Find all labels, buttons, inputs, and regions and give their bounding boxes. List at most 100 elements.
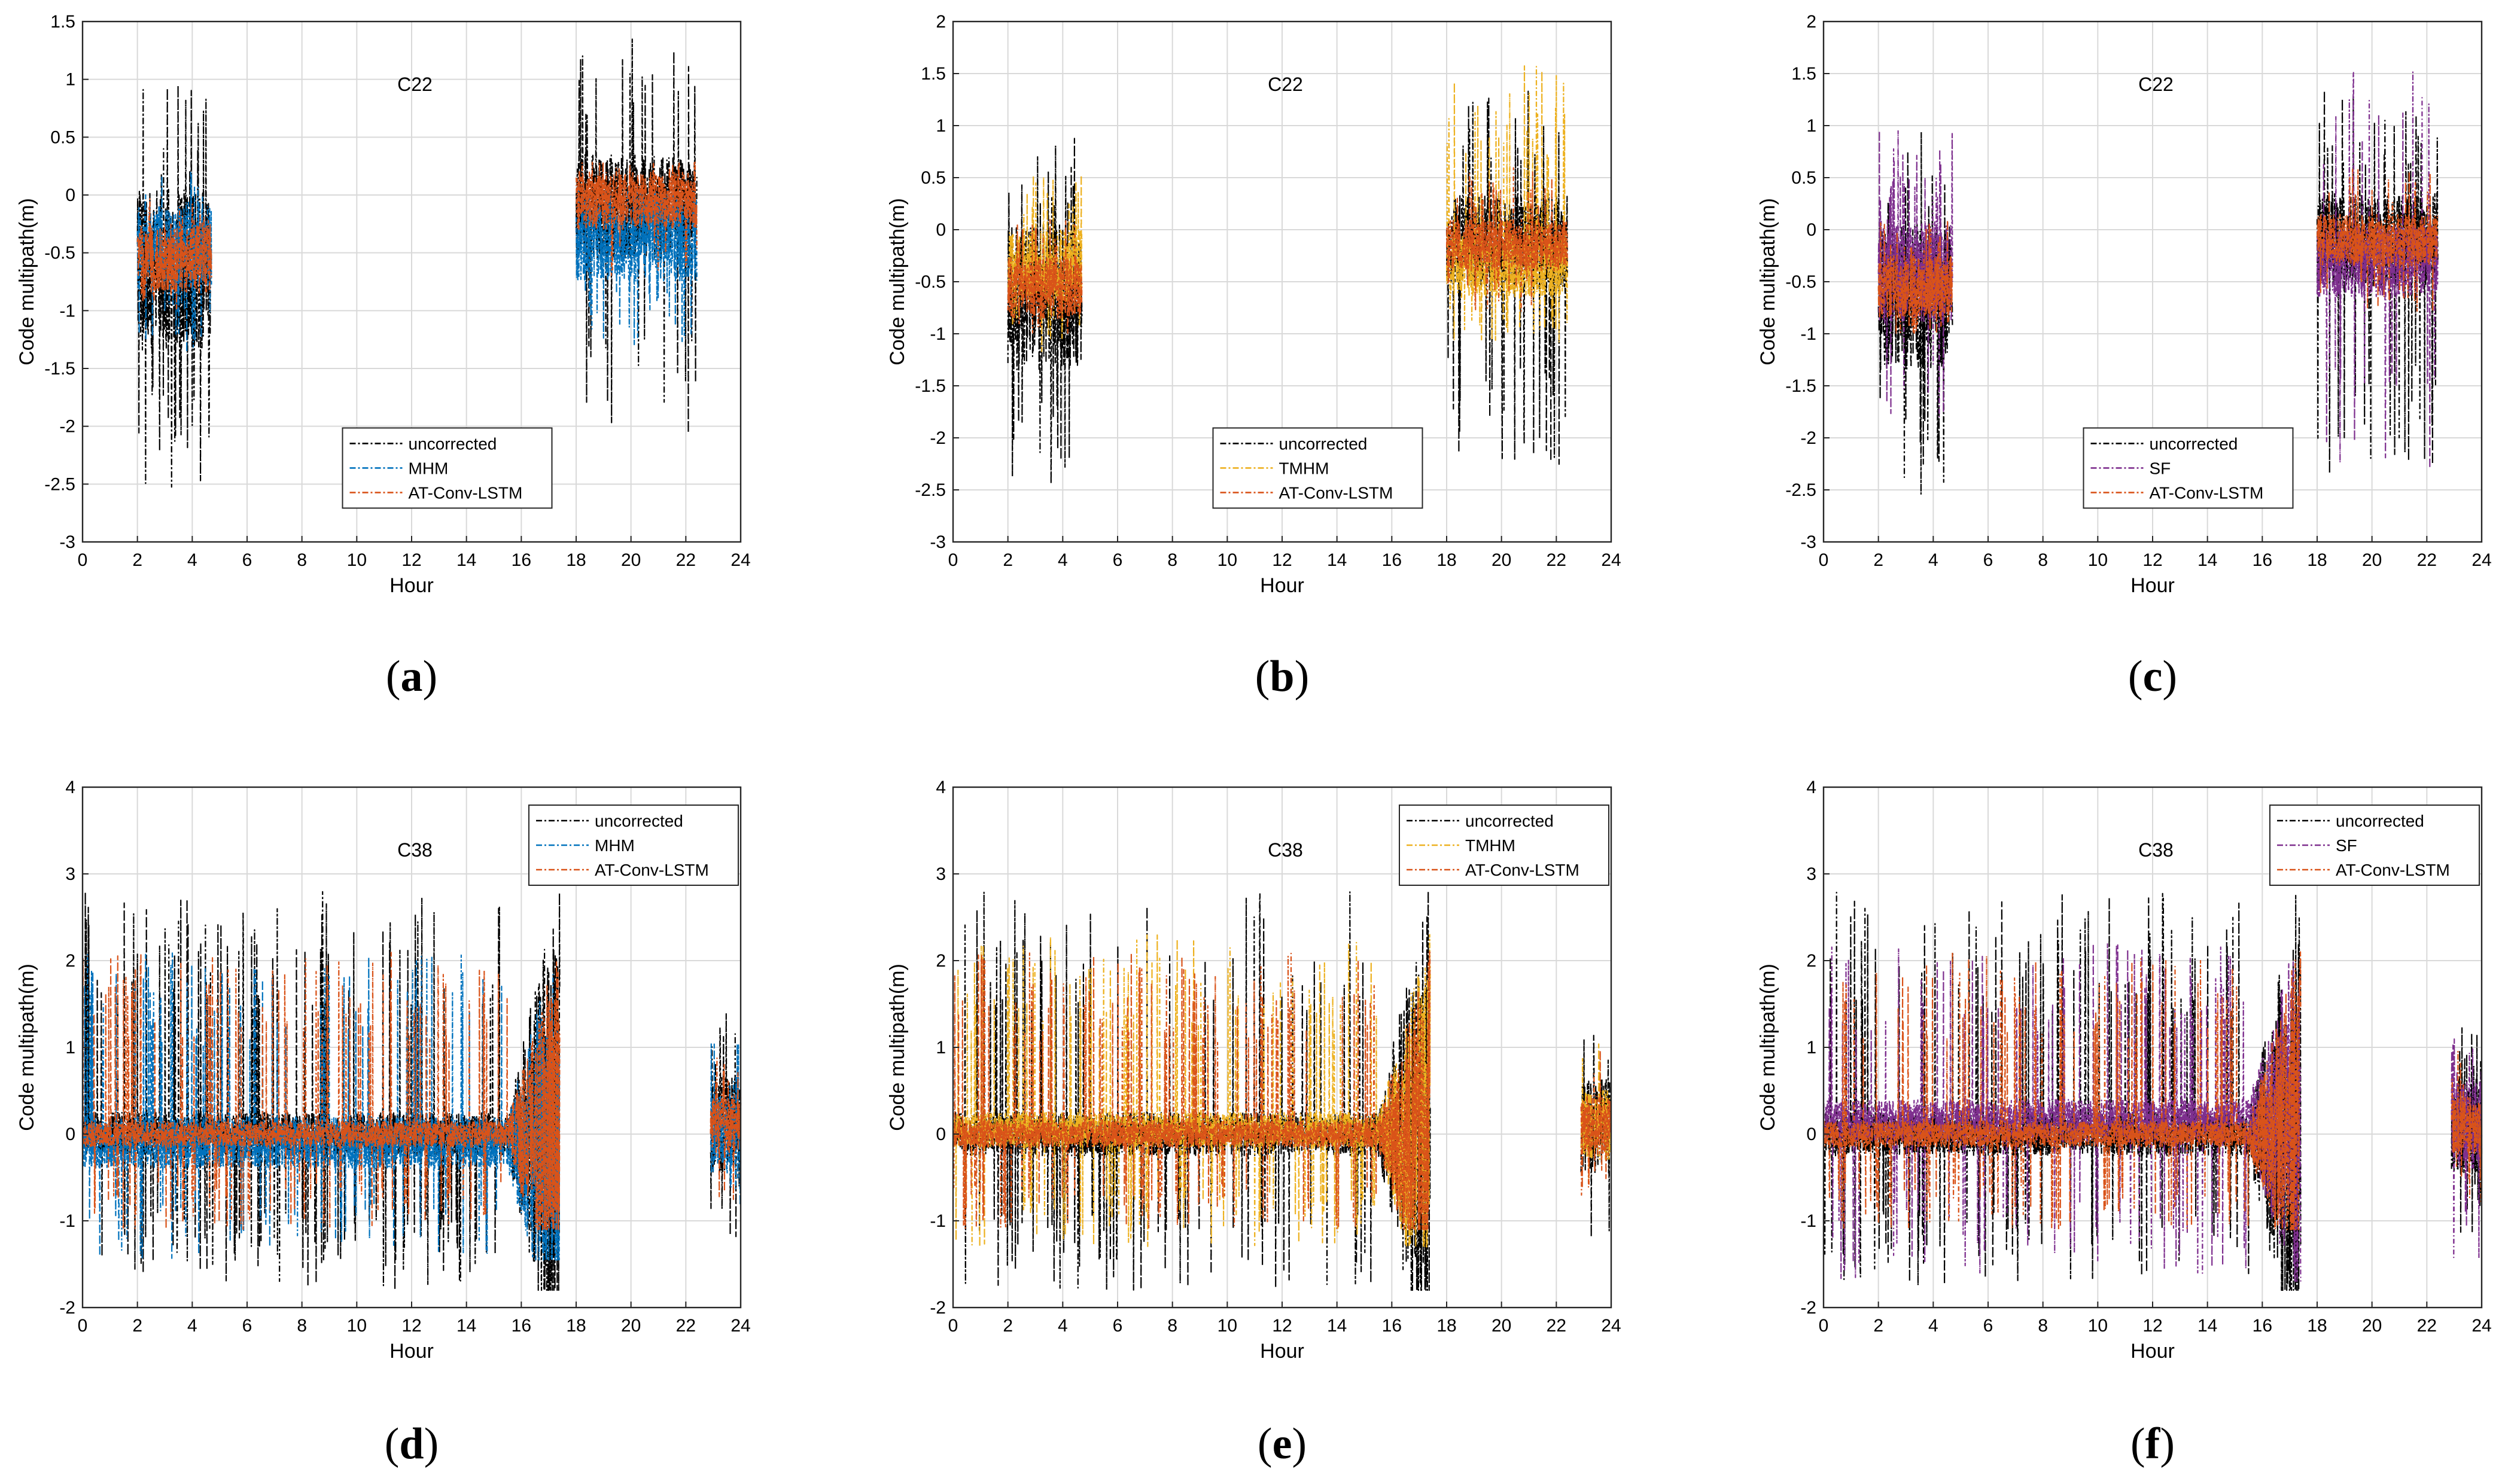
x-tick-label: 2 — [132, 1316, 142, 1336]
y-tick-label: 0 — [936, 220, 946, 240]
y-tick-label: 1 — [936, 116, 946, 136]
caption-letter: b — [1270, 652, 1294, 701]
x-tick-label: 10 — [347, 1316, 367, 1336]
legend-entry: MHM — [595, 836, 635, 855]
x-tick-label: 4 — [1058, 550, 1068, 570]
y-tick-label: -0.5 — [915, 272, 946, 292]
x-tick-label: 24 — [1601, 1316, 1621, 1336]
caption-paren-open: ( — [1255, 652, 1270, 701]
x-tick-label: 18 — [2307, 550, 2327, 570]
caption-paren-open: ( — [2128, 652, 2143, 701]
y-tick-label: 1.5 — [921, 64, 946, 84]
y-tick-label: -2 — [930, 428, 946, 448]
x-tick-label: 20 — [1492, 550, 1511, 570]
caption-paren-close: ) — [1295, 652, 1310, 701]
y-tick-label: 0.5 — [1791, 168, 1816, 188]
y-tick-label: 2 — [936, 12, 946, 32]
panel-caption: (a) — [386, 652, 437, 701]
satellite-label: C38 — [397, 839, 433, 861]
y-tick-label: 3 — [65, 864, 75, 884]
legend: uncorrected TMHM AT-Conv-LSTM — [1399, 805, 1609, 886]
satellite-label: C22 — [1268, 74, 1303, 95]
x-axis-label: Hour — [2130, 1340, 2175, 1363]
legend-entry: SF — [2150, 459, 2171, 477]
legend-entry: TMHM — [1465, 836, 1515, 855]
legend-entry: uncorrected — [1465, 812, 1554, 830]
panel-caption: (e) — [1258, 1419, 1307, 1468]
series-line-at-conv-lstm — [136, 198, 212, 310]
x-tick-label: 22 — [2417, 550, 2437, 570]
x-tick-label: 0 — [78, 1316, 88, 1336]
y-tick-label: 3 — [936, 864, 946, 884]
legend-entry: uncorrected — [2336, 812, 2424, 830]
y-axis-label: Code multipath(m) — [886, 198, 909, 365]
y-tick-label: -1 — [59, 1211, 75, 1231]
y-tick-label: 0 — [936, 1125, 946, 1144]
x-axis-label: Hour — [1260, 574, 1304, 597]
y-tick-label: -2.5 — [1785, 480, 1816, 500]
x-tick-label: 22 — [676, 550, 696, 570]
legend-entry: AT-Conv-LSTM — [409, 483, 523, 502]
legend-entry: uncorrected — [595, 812, 683, 830]
x-tick-label: 20 — [2362, 550, 2382, 570]
x-tick-label: 8 — [297, 1316, 307, 1336]
y-tick-label: 2 — [1806, 12, 1816, 32]
x-tick-label: 2 — [1003, 550, 1013, 570]
series-line-at-conv-lstm — [2451, 1050, 2483, 1202]
caption-paren-close: ) — [1292, 1419, 1307, 1468]
x-axis-label: Hour — [389, 1340, 434, 1363]
x-tick-label: 6 — [1983, 1316, 1993, 1336]
x-tick-label: 0 — [78, 550, 88, 570]
y-tick-label: -0.5 — [1785, 272, 1816, 292]
x-axis-label: Hour — [1260, 1340, 1304, 1363]
y-tick-label: -2.5 — [915, 480, 946, 500]
y-tick-label: -1 — [1800, 1211, 1816, 1231]
x-tick-label: 8 — [2038, 550, 2048, 570]
x-tick-label: 14 — [1327, 1316, 1347, 1336]
y-tick-label: 0.5 — [921, 168, 946, 188]
legend: uncorrected MHM AT-Conv-LSTM — [342, 427, 553, 509]
x-tick-label: 20 — [621, 1316, 641, 1336]
x-tick-label: 6 — [1113, 550, 1123, 570]
series-group — [952, 890, 1612, 1291]
x-tick-label: 4 — [1928, 550, 1938, 570]
y-tick-label: 2 — [936, 951, 946, 971]
legend-entry: AT-Conv-LSTM — [1465, 861, 1579, 879]
y-tick-label: 4 — [1806, 778, 1816, 797]
satellite-label: C38 — [2138, 839, 2174, 861]
y-tick-label: -2.5 — [44, 474, 75, 494]
x-tick-label: 2 — [1003, 1316, 1013, 1336]
y-axis-label: Code multipath(m) — [16, 964, 38, 1131]
legend-entry: uncorrected — [409, 434, 497, 453]
series-line-at-conv-lstm — [82, 952, 561, 1230]
x-tick-label: 16 — [1382, 550, 1402, 570]
series-line-sf — [2451, 1038, 2483, 1259]
x-tick-label: 12 — [1272, 1316, 1292, 1336]
y-tick-label: -1 — [59, 301, 75, 321]
series-line-at-conv-lstm — [2316, 168, 2439, 312]
y-tick-label: -2 — [1800, 1298, 1816, 1318]
y-tick-label: 1 — [65, 70, 75, 90]
legend-entry: AT-Conv-LSTM — [1279, 483, 1393, 502]
y-tick-label: 2 — [65, 951, 75, 971]
x-tick-label: 14 — [2197, 1316, 2217, 1336]
x-tick-label: 16 — [512, 550, 531, 570]
legend: uncorrected SF AT-Conv-LSTM — [2083, 427, 2294, 509]
y-tick-label: 1 — [1806, 116, 1816, 136]
legend: uncorrected SF AT-Conv-LSTM — [2269, 805, 2480, 886]
x-tick-label: 8 — [1167, 1316, 1177, 1336]
x-tick-label: 0 — [1819, 1316, 1829, 1336]
x-tick-label: 0 — [948, 550, 958, 570]
legend: uncorrected MHM AT-Conv-LSTM — [528, 805, 739, 886]
series-line-at-conv-lstm — [575, 161, 698, 276]
series-line-mhm — [575, 184, 698, 346]
y-tick-label: -2 — [59, 1298, 75, 1318]
x-tick-label: 4 — [1058, 1316, 1068, 1336]
caption-letter: d — [399, 1419, 424, 1468]
y-tick-label: 1 — [1806, 1038, 1816, 1058]
y-tick-label: -2 — [930, 1298, 946, 1318]
x-tick-label: 18 — [566, 550, 586, 570]
y-tick-label: 2 — [1806, 951, 1816, 971]
x-tick-label: 8 — [2038, 1316, 2048, 1336]
